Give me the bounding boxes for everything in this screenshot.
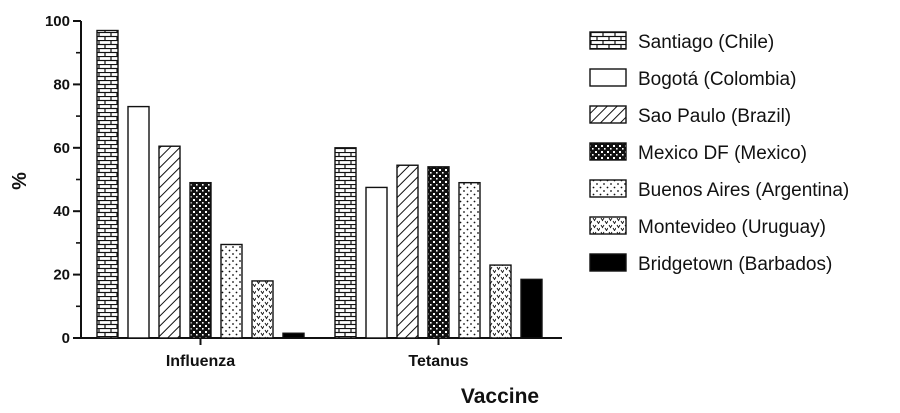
- bar-tetanus-santiago-chile: [334, 147, 357, 339]
- bar-influenza-buenos-aires-argentina: [220, 243, 243, 339]
- legend-label: Bogotá (Colombia): [638, 69, 796, 90]
- bar-tetanus-buenos-aires-argentina: [458, 181, 481, 339]
- bar-influenza-bogota-colombia: [127, 105, 150, 339]
- bar-influenza-santiago-chile: [96, 29, 119, 339]
- legend: Santiago (Chile) Bogotá (Colombia) Sao Pau…: [589, 31, 849, 275]
- y-tick-label: 40: [53, 203, 70, 220]
- bar-tetanus-bridgetown-barbados: [520, 278, 543, 339]
- legend-swatch-bridgetown-barbados: [589, 253, 627, 272]
- bar-influenza-bridgetown-barbados: [282, 332, 305, 339]
- legend-label: Santiago (Chile): [638, 32, 774, 53]
- bar-tetanus-bogota-colombia: [365, 186, 388, 339]
- bar-influenza-mexico-df-mexico: [189, 181, 212, 339]
- bars-group: [96, 29, 543, 339]
- legend-label: Bridgetown (Barbados): [638, 254, 832, 275]
- legend-label: Montevideo (Uruguay): [638, 217, 826, 238]
- x-category-label: Tetanus: [408, 353, 468, 370]
- legend-swatch-montevideo-uruguay: [589, 216, 627, 235]
- y-tick-label: 80: [53, 76, 70, 93]
- y-axis-title: %: [9, 172, 31, 190]
- x-axis-title: Vaccine: [461, 385, 539, 408]
- legend-swatch-buenos-aires-argentina: [589, 179, 627, 198]
- legend-label: Sao Paulo (Brazil): [638, 106, 791, 127]
- legend-label: Mexico DF (Mexico): [638, 143, 807, 164]
- x-category-label: Influenza: [166, 353, 235, 370]
- bar-tetanus-sao-paulo-brazil: [396, 164, 419, 339]
- legend-swatch-santiago-chile: [589, 31, 627, 50]
- legend-swatch-bogota-colombia: [589, 68, 627, 87]
- bar-tetanus-mexico-df-mexico: [427, 166, 450, 339]
- bar-influenza-sao-paulo-brazil: [158, 145, 181, 339]
- bar-tetanus-montevideo-uruguay: [489, 264, 512, 339]
- x-category-labels: Influenza Tetanus: [166, 353, 469, 370]
- legend-label: Buenos Aires (Argentina): [638, 180, 849, 201]
- bar-influenza-montevideo-uruguay: [251, 280, 274, 339]
- y-tick-labels: 0 20 40 60 80 100: [45, 13, 70, 347]
- y-tick-label: 0: [62, 330, 70, 347]
- y-tick-label: 60: [53, 140, 70, 157]
- legend-swatch-sao-paulo-brazil: [589, 105, 627, 124]
- legend-swatch-mexico-df-mexico: [589, 142, 627, 161]
- y-tick-label: 100: [45, 13, 70, 30]
- y-tick-label: 20: [53, 267, 70, 284]
